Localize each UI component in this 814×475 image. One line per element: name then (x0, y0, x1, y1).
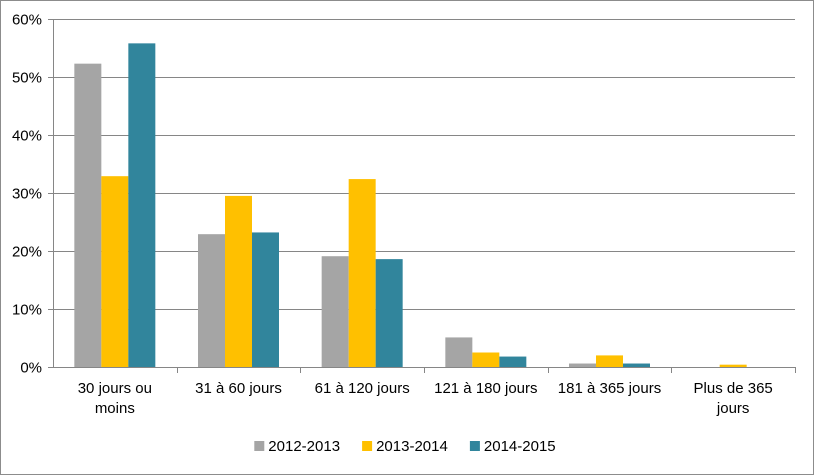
legend-label-2013-2014: 2013-2014 (376, 438, 448, 455)
bar-2012-2013-3 (445, 337, 473, 367)
bar-2012-2013-4 (569, 363, 596, 367)
y-tick-label: 10% (12, 302, 42, 319)
y-tick-label: 0% (20, 360, 42, 377)
x-tick-labels: 30 jours ou moins 31 à 60 jours 61 à 120 jo… (78, 380, 773, 417)
bar-2013-2014-3 (472, 352, 500, 367)
legend-swatch-2013-2014 (362, 441, 373, 451)
bar-2013-2014-5 (719, 364, 747, 367)
bar-2012-2013-1 (198, 234, 225, 367)
axes (48, 19, 796, 373)
bar-2012-2013-0 (74, 63, 102, 367)
bar-2013-2014-2 (348, 179, 376, 367)
gridlines (53, 19, 795, 310)
bar-2012-2013-2 (321, 256, 349, 367)
bar-2014-2015-3 (499, 356, 527, 367)
legend: 2012-2013 2013-2014 2014-2015 (254, 438, 556, 455)
x-tick-label: 61 à 120 jours (315, 380, 410, 397)
y-tick-label: 60% (12, 12, 42, 29)
x-tick-label: 30 jours ou moins (78, 380, 152, 417)
bar-2014-2015-4 (623, 363, 650, 367)
bar-2014-2015-0 (128, 43, 156, 368)
y-tick-labels: 0% 10% 20% 30% 40% 50% 60% (12, 12, 42, 377)
x-tick-label: 31 à 60 jours (195, 380, 282, 397)
bar-2013-2014-4 (596, 355, 623, 367)
x-tick-label: 121 à 180 jours (434, 380, 537, 397)
x-tick-label: 181 à 365 jours (558, 380, 661, 397)
legend-swatch-2014-2015 (469, 441, 480, 451)
bar-2014-2015-2 (375, 259, 403, 367)
bar-2013-2014-0 (101, 176, 129, 367)
x-tick-label: Plus de 365 jours (694, 380, 773, 417)
legend-label-2014-2015: 2014-2015 (484, 438, 556, 455)
y-tick-label: 40% (12, 128, 42, 145)
y-tick-label: 30% (12, 186, 42, 203)
bar-2013-2014-1 (225, 195, 252, 367)
legend-swatch-2012-2013 (254, 441, 265, 451)
bar-2014-2015-1 (252, 232, 279, 367)
legend-label-2012-2013: 2012-2013 (268, 438, 340, 455)
bars (74, 43, 747, 368)
y-tick-label: 20% (12, 244, 42, 261)
y-tick-label: 50% (12, 70, 42, 87)
